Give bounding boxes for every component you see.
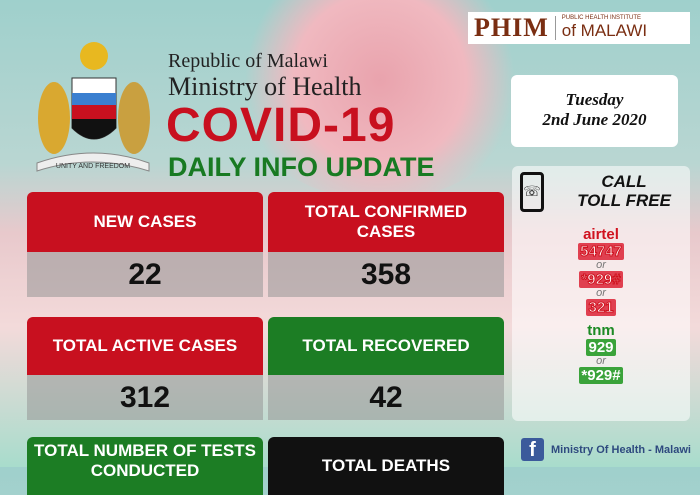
tnm-label: tnm xyxy=(587,322,615,339)
phim-logo: PHIM PUBLIC HEALTH INSTITUTE of MALAWI xyxy=(468,12,690,44)
tnm-number[interactable]: 929 xyxy=(586,339,616,356)
divider xyxy=(554,16,556,40)
republic-label: Republic of Malawi xyxy=(168,50,328,72)
stat-deaths-label: TOTAL DEATHS xyxy=(268,437,504,495)
coat-of-arms-icon: UNITY AND FREEDOM xyxy=(36,42,150,172)
logo-line2: of MALAWI xyxy=(561,21,648,40)
stat-tests-label: TOTAL NUMBER OF TESTS CONDUCTED xyxy=(27,437,263,495)
page-subtitle: DAILY INFO UPDATE xyxy=(168,152,435,182)
toll-free-panel: ☏ CALL TOLL FREE airtel 54747 or *929# or… xyxy=(512,166,690,421)
toll-free-label: TOLL FREE xyxy=(577,191,671,210)
airtel-number[interactable]: 321 xyxy=(586,299,616,317)
stat-active-label: TOTAL ACTIVE CASES xyxy=(27,317,263,375)
ministry-label: Ministry of Health xyxy=(168,72,362,101)
stat-new-cases-value: 22 xyxy=(27,252,263,297)
stat-active-value: 312 xyxy=(27,375,263,420)
stat-new-cases-label: NEW CASES xyxy=(27,192,263,252)
stat-recovered-label: TOTAL RECOVERED xyxy=(268,317,504,375)
stat-total-confirmed-value: 358 xyxy=(268,252,504,297)
date-day: Tuesday xyxy=(565,90,624,109)
date-box: Tuesday 2nd June 2020 xyxy=(511,75,678,147)
stat-total-confirmed-label: TOTAL CONFIRMED CASES xyxy=(268,192,504,252)
airtel-number[interactable]: 54747 xyxy=(578,243,624,261)
stat-recovered-value: 42 xyxy=(268,375,504,420)
page-title: COVID-19 xyxy=(166,99,396,152)
logo-line1: PUBLIC HEALTH INSTITUTE xyxy=(561,15,641,21)
airtel-number[interactable]: *929# xyxy=(579,271,623,289)
or-label: or xyxy=(596,259,606,271)
facebook-page-name: Ministry Of Health - Malawi xyxy=(551,443,691,456)
or-label: or xyxy=(596,355,606,367)
facebook-icon: f xyxy=(521,438,544,461)
logo-brand: PHIM xyxy=(474,13,549,42)
tnm-number[interactable]: *929# xyxy=(579,367,623,384)
or-label: or xyxy=(596,287,606,299)
date-value: 2nd June 2020 xyxy=(542,110,647,129)
phone-icon: ☏ xyxy=(520,172,544,212)
crest-motto: UNITY AND FREEDOM xyxy=(56,163,130,170)
call-label: CALL xyxy=(601,172,647,191)
airtel-label: airtel xyxy=(583,226,619,243)
facebook-link[interactable]: f Ministry Of Health - Malawi xyxy=(521,438,691,461)
